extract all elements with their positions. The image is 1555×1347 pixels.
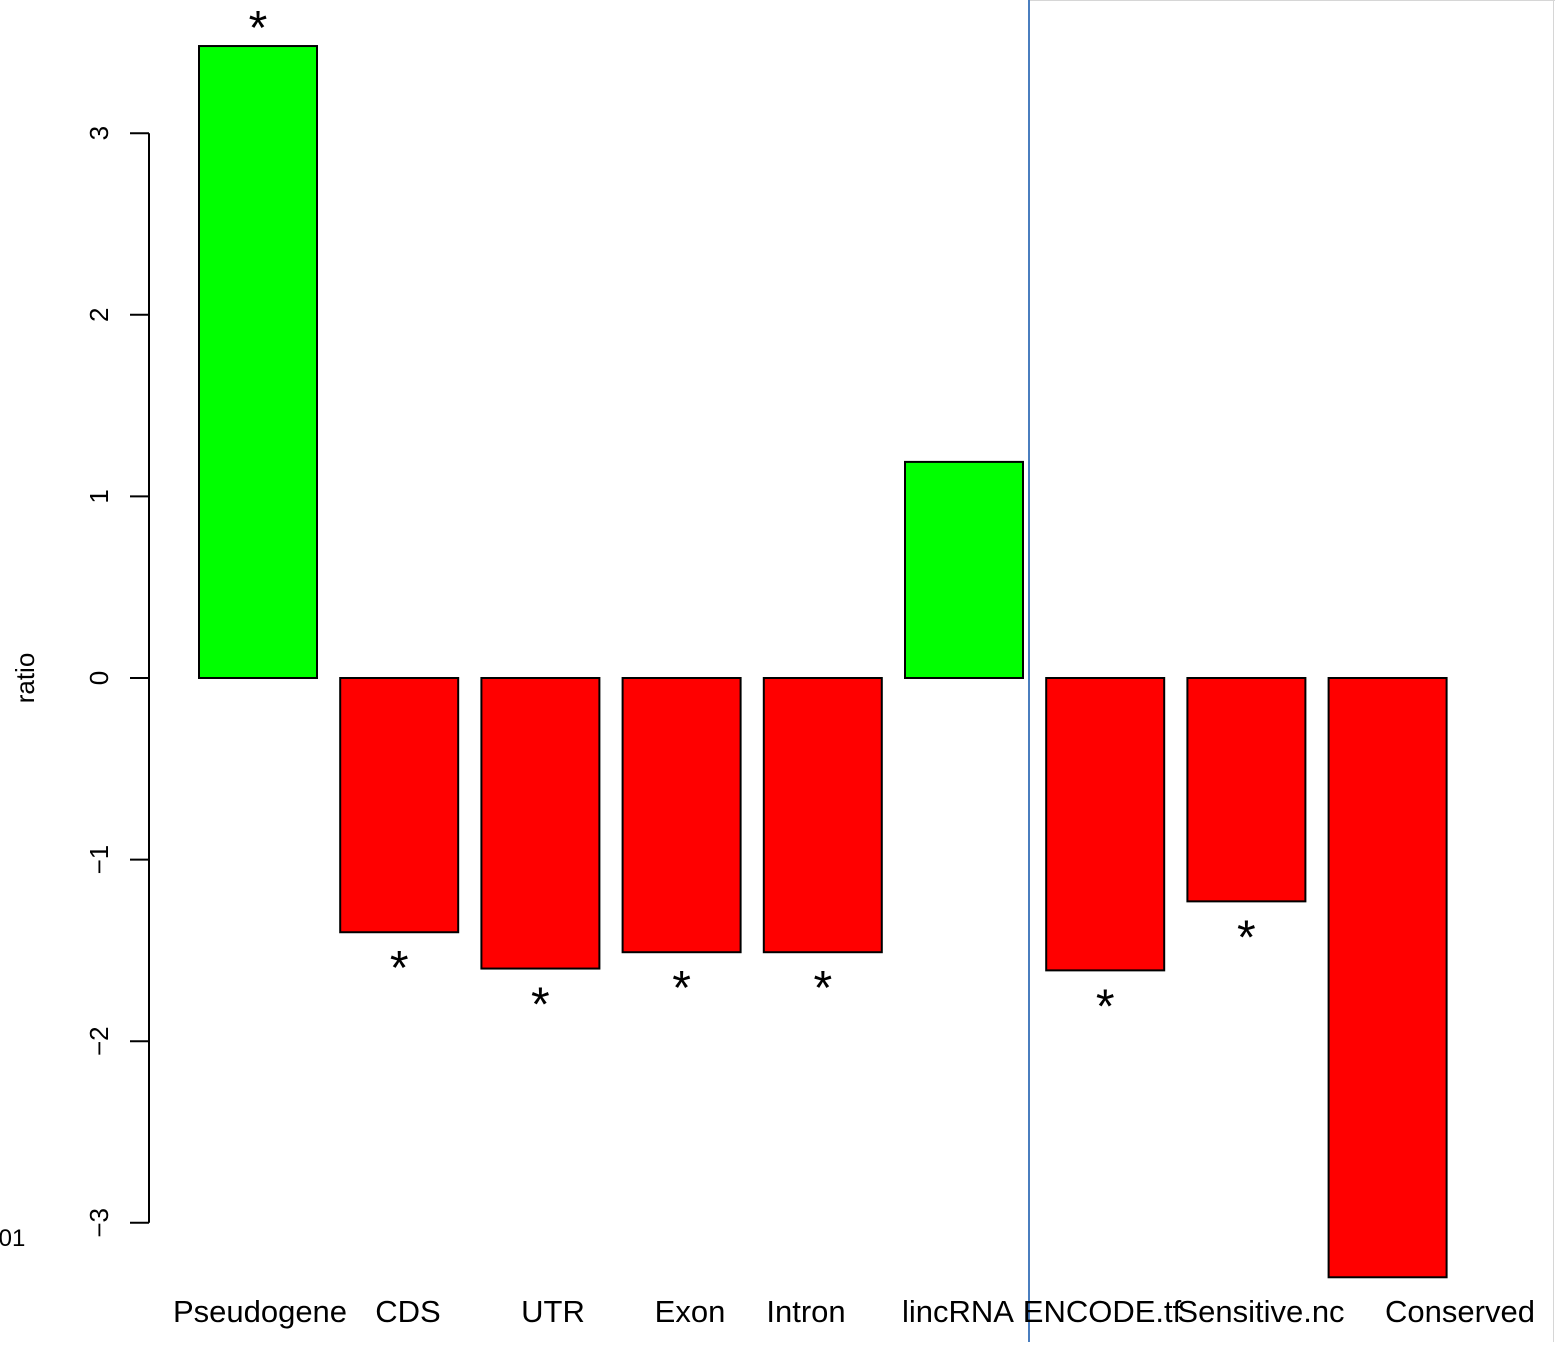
panel-border xyxy=(1030,0,1555,1342)
significance-marker: * xyxy=(390,942,409,995)
bar-encode-tf xyxy=(1045,677,1166,972)
y-tick-label: −1 xyxy=(84,845,114,875)
y-tick-label: 3 xyxy=(84,126,114,140)
x-axis-label: lincRNA xyxy=(902,1294,1014,1329)
bar-sensitive-nc xyxy=(1186,677,1307,903)
bar-pseudogene xyxy=(198,45,318,680)
x-axis-label: ENCODE.tf xyxy=(1023,1294,1182,1329)
y-tick-label: 1 xyxy=(84,489,114,503)
significance-marker: * xyxy=(249,2,268,55)
significance-markers: * * * * * * * xyxy=(249,2,1256,1033)
x-axis-label: UTR xyxy=(521,1294,585,1329)
x-axis-labels: Pseudogene CDS UTR Exon Intron lincRNA ENCODE.… xyxy=(173,1294,1535,1329)
bars xyxy=(198,45,1448,1279)
bar-intron xyxy=(762,677,883,954)
bar-cds xyxy=(339,677,460,934)
significance-marker: * xyxy=(531,979,550,1032)
x-axis-label: Pseudogene xyxy=(173,1294,347,1329)
x-axis-label: Conserved xyxy=(1385,1294,1535,1329)
bar-conserved xyxy=(1327,677,1448,1279)
y-tick-label: 0 xyxy=(84,671,114,685)
x-axis-label: Exon xyxy=(655,1294,726,1329)
significance-marker: * xyxy=(1096,980,1115,1033)
bar-utr xyxy=(480,677,601,970)
y-tick-label: −2 xyxy=(84,1026,114,1056)
significance-marker: * xyxy=(1237,911,1256,964)
y-tick-label: −3 xyxy=(84,1208,114,1238)
x-axis-label: Sensitive.nc xyxy=(1177,1294,1344,1329)
bar-exon xyxy=(621,677,742,954)
x-axis-label: Intron xyxy=(766,1294,845,1329)
significance-marker: * xyxy=(813,962,832,1015)
significance-marker: * xyxy=(672,962,691,1015)
y-axis: −3 −2 −1 0 1 2 3 xyxy=(84,126,150,1238)
edge-label: .01 xyxy=(0,1225,25,1252)
bar-lincrna xyxy=(904,460,1024,679)
y-tick-label: 2 xyxy=(84,308,114,322)
x-axis-label: CDS xyxy=(375,1294,440,1329)
y-axis-title: ratio xyxy=(10,653,40,704)
